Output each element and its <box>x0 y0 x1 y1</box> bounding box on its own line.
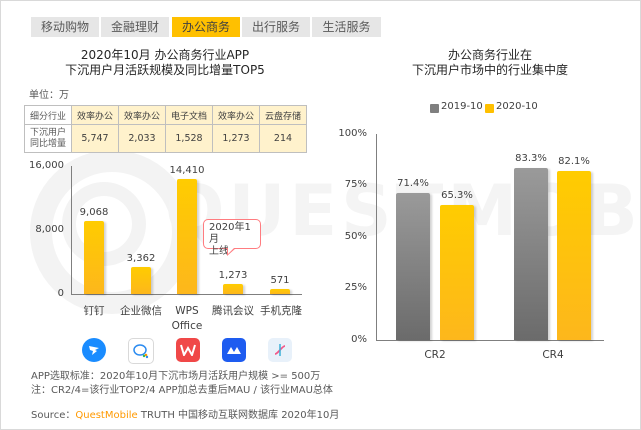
tab-travel[interactable]: 出行服务 <box>242 17 310 37</box>
x-label-cr2: CR2 <box>424 349 446 361</box>
bar-cr4-2019 <box>514 168 548 340</box>
x-label-line2: Office <box>171 320 203 332</box>
bar-phone-clone <box>270 289 290 294</box>
x-label: 钉钉 <box>83 305 105 317</box>
left-x-axis <box>71 294 302 295</box>
left-chart-title: 2020年10月 办公商务行业APP 下沉用户月活跃规模及同比增量TOP5 <box>40 48 290 78</box>
left-y-tick: 16,000 <box>29 160 64 171</box>
right-y-tick: 0% <box>351 334 367 345</box>
value-label: 65.3% <box>441 190 473 201</box>
right-chart-title: 办公商务行业在 下沉用户市场中的行业集中度 <box>370 48 610 78</box>
source-line: Source：QuestMobile TRUTH 中国移动互联网数据库 2020… <box>31 406 339 421</box>
tab-life-services[interactable]: 生活服务 <box>312 17 381 37</box>
legend-label-2019: 2019-10 <box>441 101 483 112</box>
phone-clone-icon <box>268 338 292 362</box>
table-header-segment: 细分行业 <box>24 105 72 125</box>
callout-tail-inner <box>228 247 235 254</box>
unit-label: 单位：万 <box>29 90 69 101</box>
source-prefix: Source： <box>31 410 76 421</box>
header-line2: 同比增量 <box>29 138 66 149</box>
annotation-callout: 2020年1月 上线 <box>203 219 261 257</box>
table-cell: 效率办公 <box>212 105 260 125</box>
value-label: 82.1% <box>558 156 590 167</box>
table-row: 下沉用户 同比增量 5,747 2,033 1,528 1,273 214 <box>24 124 307 153</box>
legend-swatch-2020 <box>485 104 494 113</box>
left-title-line2: 下沉用户月活跃规模及同比增量TOP5 <box>65 63 265 77</box>
value-label: 83.3% <box>515 153 547 164</box>
wps-icon <box>176 338 200 362</box>
callout-line1: 2020年1月 <box>209 222 251 245</box>
right-y-axis <box>376 134 377 340</box>
selection-criteria-note: APP选取标准：2020年10月下沉市场月活跃用户规模 >= 500万 <box>31 371 321 382</box>
tencent-meeting-icon <box>222 338 246 362</box>
table-cell: 5,747 <box>71 124 119 153</box>
source-brand: QuestMobile <box>75 410 138 421</box>
x-label: 腾讯会议 <box>212 305 254 317</box>
table-cell: 2,033 <box>118 124 166 153</box>
bar-wecom <box>131 267 151 294</box>
table-header-increment: 下沉用户 同比增量 <box>24 124 72 153</box>
left-y-axis <box>71 166 72 294</box>
left-y-tick: 8,000 <box>35 224 64 235</box>
table-row: 细分行业 效率办公 效率办公 电子文档 效率办公 云盘存储 <box>24 105 307 125</box>
value-label: 3,362 <box>126 253 156 264</box>
wecom-icon <box>128 338 154 364</box>
table-cell: 1,528 <box>165 124 213 153</box>
x-label-cr4: CR4 <box>542 349 564 361</box>
dingtalk-icon <box>82 338 106 362</box>
value-label: 71.4% <box>397 178 429 189</box>
value-label: 571 <box>270 275 290 286</box>
table-cell: 电子文档 <box>165 105 213 125</box>
x-label: 手机克隆 <box>260 305 302 317</box>
right-y-tick: 25% <box>344 282 367 293</box>
table-cell: 1,273 <box>212 124 260 153</box>
right-y-tick: 100% <box>338 128 367 139</box>
source-rest: TRUTH 中国移动互联网数据库 2020年10月 <box>137 410 340 421</box>
right-y-tick: 50% <box>344 231 367 242</box>
header-line1: 下沉用户 <box>29 127 66 138</box>
right-title-line1: 办公商务行业在 <box>447 48 532 62</box>
tab-office-business[interactable]: 办公商务 <box>172 17 240 37</box>
x-label-line1: WPS <box>175 305 199 317</box>
x-label: 企业微信 <box>120 305 162 317</box>
bar-cr4-2020 <box>557 171 591 340</box>
table-cell: 214 <box>259 124 307 153</box>
bar-dingtalk <box>84 221 104 294</box>
table-cell: 云盘存储 <box>259 105 307 125</box>
tab-finance[interactable]: 金融理财 <box>101 17 169 37</box>
value-label: 9,068 <box>79 207 109 218</box>
bar-tencent-meeting <box>223 284 243 294</box>
cr-definition-note: 注：CR2/4=该行业TOP2/4 APP加总去重后MAU / 该行业MAU总体 <box>31 385 333 396</box>
table-cell: 效率办公 <box>118 105 166 125</box>
tab-shopping[interactable]: 移动购物 <box>31 17 99 37</box>
right-title-line2: 下沉用户市场中的行业集中度 <box>411 63 568 77</box>
bar-cr2-2020 <box>440 205 474 340</box>
value-label: 1,273 <box>218 270 248 281</box>
left-y-tick: 0 <box>57 288 64 299</box>
bar-cr2-2019 <box>396 193 430 340</box>
right-y-tick: 75% <box>344 179 367 190</box>
left-title-line1: 2020年10月 办公商务行业APP <box>80 48 250 62</box>
right-x-axis <box>376 340 604 341</box>
bar-wps-office <box>177 179 197 294</box>
segment-table: 细分行业 效率办公 效率办公 电子文档 效率办公 云盘存储 下沉用户 同比增量 … <box>24 105 307 153</box>
value-label: 14,410 <box>169 165 205 176</box>
legend-swatch-2019 <box>430 104 439 113</box>
legend-label-2020: 2020-10 <box>496 101 538 112</box>
table-cell: 效率办公 <box>71 105 119 125</box>
x-label: WPS Office <box>157 304 217 333</box>
callout-line2: 上线 <box>209 246 229 257</box>
